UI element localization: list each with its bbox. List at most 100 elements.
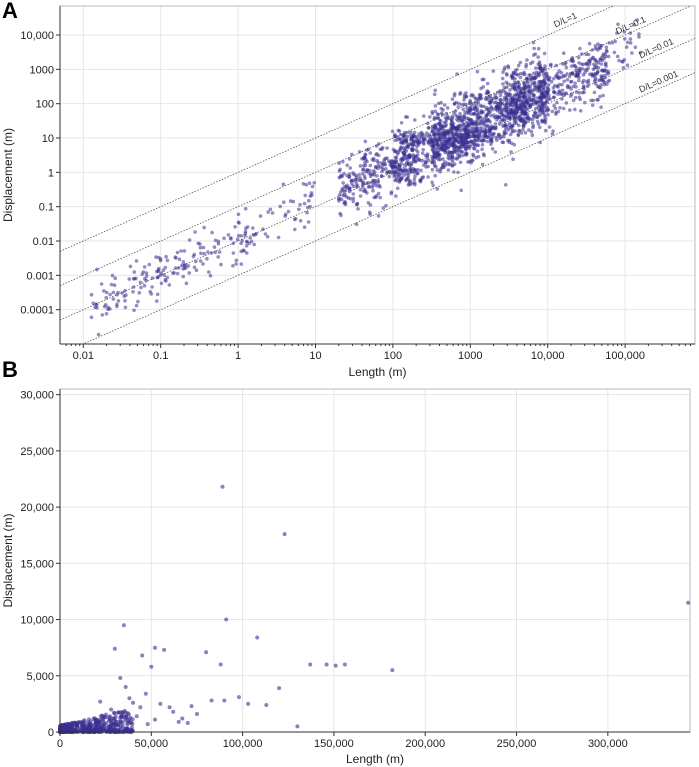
y-tick-label: 10	[42, 133, 54, 145]
data-point	[502, 119, 507, 123]
data-point	[494, 105, 499, 109]
data-point	[120, 710, 125, 715]
data-point	[430, 147, 435, 152]
data-point	[126, 719, 131, 724]
data-point	[534, 106, 538, 111]
data-point	[465, 135, 469, 139]
data-point	[368, 203, 373, 207]
data-point	[632, 23, 636, 27]
data-point	[516, 73, 520, 77]
data-point	[277, 686, 282, 691]
data-point	[123, 685, 128, 689]
data-point	[127, 696, 132, 701]
data-point	[565, 84, 570, 88]
data-point	[372, 178, 377, 183]
data-point	[401, 168, 405, 173]
x-tick-label: 250,000	[497, 738, 537, 750]
data-point	[266, 210, 271, 214]
data-point	[613, 39, 617, 44]
data-point	[413, 181, 417, 185]
data-point	[473, 133, 477, 138]
data-point	[138, 705, 143, 710]
data-point	[126, 712, 131, 717]
data-point	[351, 184, 356, 188]
data-point	[408, 182, 413, 187]
data-point	[115, 304, 119, 309]
data-point	[61, 729, 66, 734]
data-point	[276, 235, 281, 240]
data-point	[449, 118, 454, 123]
data-point	[208, 273, 213, 278]
data-point	[557, 89, 562, 93]
data-point	[393, 170, 398, 175]
data-point	[134, 303, 139, 308]
data-point	[502, 85, 507, 90]
data-point	[591, 67, 596, 72]
data-point	[404, 156, 409, 160]
data-point	[541, 91, 545, 96]
data-point	[412, 134, 417, 138]
data-point	[530, 121, 535, 125]
data-point	[456, 170, 460, 175]
data-point	[472, 138, 477, 142]
data-point	[403, 134, 407, 139]
data-point	[481, 135, 486, 140]
data-point	[402, 163, 407, 167]
data-point	[586, 81, 591, 85]
data-point	[405, 130, 410, 135]
data-point	[536, 83, 540, 87]
data-point	[357, 150, 362, 154]
data-point	[485, 81, 490, 86]
data-point	[480, 77, 485, 82]
data-point	[239, 234, 244, 238]
data-point	[181, 267, 185, 271]
x-tick-label: 10	[309, 350, 321, 362]
data-point	[131, 277, 136, 281]
data-point	[185, 721, 190, 725]
data-point	[251, 233, 256, 237]
data-point	[109, 725, 113, 729]
data-point	[577, 91, 582, 95]
data-point	[112, 726, 117, 731]
data-point	[543, 71, 548, 75]
data-point	[409, 136, 414, 141]
data-point	[461, 107, 466, 112]
data-point	[550, 132, 555, 136]
data-point	[397, 129, 402, 133]
data-point	[396, 135, 400, 139]
data-point	[551, 129, 555, 133]
data-point	[554, 112, 558, 116]
data-point	[156, 269, 161, 274]
data-point	[541, 78, 546, 83]
data-point	[412, 130, 417, 135]
data-point	[235, 237, 240, 242]
data-point	[490, 107, 495, 112]
data-point	[446, 168, 451, 172]
data-point	[542, 75, 547, 79]
data-point	[519, 118, 523, 122]
data-point	[406, 173, 411, 178]
data-point	[527, 128, 531, 132]
data-point	[551, 95, 556, 100]
data-point	[423, 153, 428, 158]
data-point	[499, 90, 504, 95]
data-point	[354, 175, 359, 179]
data-point	[440, 127, 445, 131]
data-point	[421, 137, 426, 141]
data-point	[538, 125, 542, 130]
data-point	[171, 709, 176, 714]
data-point	[483, 131, 488, 135]
data-point	[526, 85, 530, 89]
data-point	[430, 167, 435, 172]
data-point	[553, 106, 558, 111]
data-point	[453, 109, 458, 113]
data-point	[466, 160, 470, 164]
data-point	[590, 48, 594, 52]
data-point	[118, 714, 123, 719]
data-point	[514, 112, 518, 117]
data-point	[476, 137, 481, 141]
data-point	[480, 139, 485, 143]
data-point	[123, 305, 128, 310]
data-point	[181, 260, 186, 264]
data-point	[547, 125, 552, 129]
